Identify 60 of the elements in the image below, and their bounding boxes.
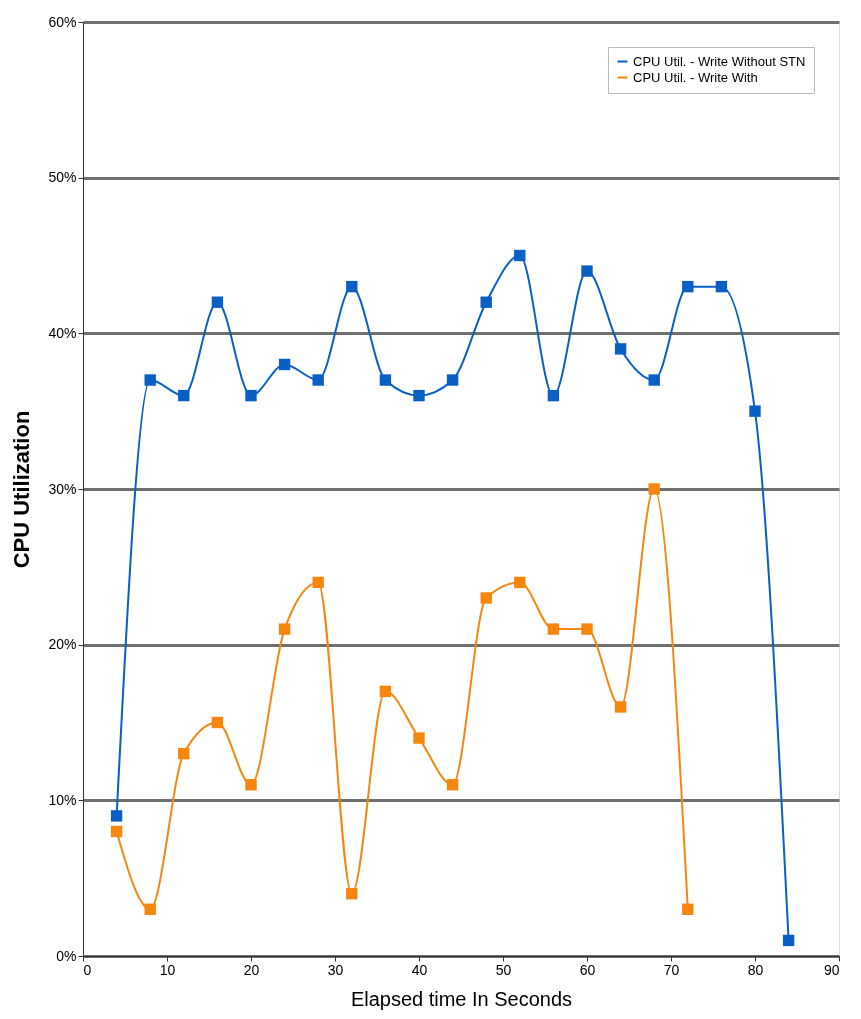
point [682,903,694,915]
x-tick-label: 50 [495,961,512,978]
x-tick-label: 60 [579,961,596,978]
y-tick-label: 60% [48,13,77,30]
y-tick-label: 40% [48,324,77,341]
point [682,280,694,293]
point [312,374,324,386]
point [614,701,627,713]
x-tick-label: 90 [823,961,840,978]
x-axis-title: Elapsed time In Seconds [350,987,573,1010]
point [312,576,324,589]
point [379,374,392,386]
point [178,747,190,760]
point [715,280,728,293]
point [278,623,291,635]
x-tick-label: 30 [327,961,344,978]
point [514,249,526,262]
point [245,389,257,402]
x-tick-label: 40 [411,961,428,978]
x-tick-label: 10 [159,961,176,978]
point [110,825,123,838]
point [144,903,156,915]
point [581,623,593,635]
point [346,888,358,900]
point [211,296,224,308]
y-axis-title: CPU Utilization [9,410,35,569]
legend-label: CPU Util. - Write With [633,69,758,85]
y-tick-label: 0% [56,947,77,964]
point [144,374,156,386]
y-tick-label: 20% [48,636,77,653]
x-tick-label: 80 [747,961,764,978]
point [749,405,761,417]
x-tick-label: 20 [243,961,260,978]
y-tick-label: 10% [48,791,77,808]
point [547,389,560,402]
point [446,779,459,791]
x-tick-label: 70 [663,961,680,978]
point [480,592,492,604]
point [346,280,358,293]
point [110,810,123,822]
point [413,732,425,744]
point [547,623,560,635]
point [581,265,593,277]
point [413,389,425,402]
y-tick-label: 30% [48,480,77,497]
point [648,374,660,386]
point [648,483,660,495]
point [211,716,224,729]
legend-label: CPU Util. - Write Without STN [633,53,806,69]
point [379,685,392,698]
x-tick-label: 0 [83,961,92,978]
y-tick-label: 50% [48,169,77,186]
point [178,389,190,402]
point [245,779,257,791]
point [480,296,492,308]
point [446,374,459,386]
point [514,576,526,589]
point [278,358,291,371]
point [782,934,795,947]
point [614,343,627,355]
